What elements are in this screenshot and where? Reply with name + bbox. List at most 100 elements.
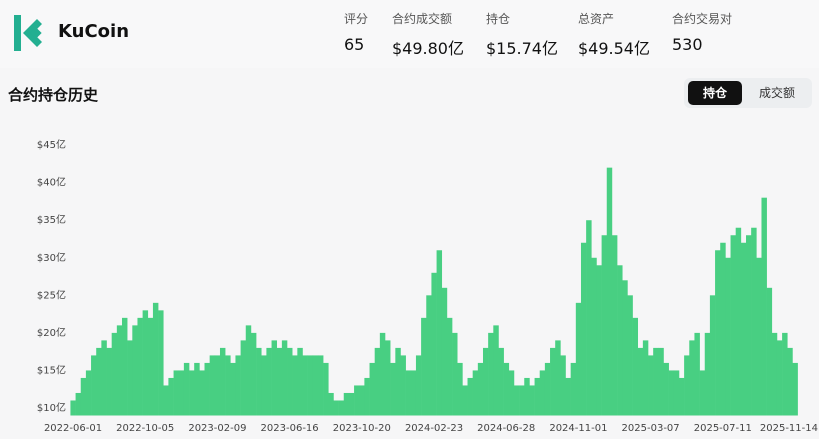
- bar: [225, 355, 231, 416]
- bar: [498, 347, 504, 416]
- bar: [529, 385, 535, 416]
- bar: [405, 370, 412, 416]
- bar: [240, 340, 247, 416]
- bar: [235, 355, 241, 416]
- bar: [132, 325, 138, 416]
- x-tick-label: 2023-06-16: [261, 423, 319, 434]
- bar: [746, 235, 752, 416]
- bar: [415, 355, 422, 416]
- stat-label: 持仓: [486, 12, 511, 26]
- bar: [121, 317, 128, 416]
- bar: [183, 362, 190, 416]
- bar: [601, 235, 608, 416]
- bar: [653, 347, 659, 416]
- stat-label: 合约交易对: [672, 12, 733, 26]
- bar: [250, 332, 257, 416]
- bar: [359, 385, 365, 416]
- stat-value: $49.54亿: [578, 39, 650, 58]
- bar: [575, 302, 582, 416]
- bar: [730, 235, 736, 416]
- bar: [287, 347, 293, 416]
- bar: [390, 362, 396, 416]
- x-tick-label: 2023-10-20: [333, 423, 391, 434]
- bar: [385, 340, 391, 416]
- y-tick-label: $25亿: [37, 288, 66, 301]
- bar: [307, 355, 314, 416]
- stat-value: $15.74亿: [486, 39, 558, 58]
- bar: [91, 355, 97, 416]
- bar: [715, 250, 721, 416]
- bar: [292, 355, 298, 416]
- bar: [189, 370, 195, 416]
- bar: [348, 392, 355, 416]
- x-tick-label: 2022-10-05: [116, 423, 174, 434]
- x-tick-label: 2025-11-14: [760, 423, 818, 434]
- x-tick-label: 2023-02-09: [188, 423, 246, 434]
- bar: [534, 377, 541, 416]
- bar: [137, 317, 143, 416]
- stat: 总资产 $49.54亿: [578, 10, 650, 59]
- bar: [142, 310, 149, 416]
- bar: [219, 347, 226, 416]
- bar: [152, 302, 159, 416]
- bar: [111, 332, 118, 416]
- bar: [452, 332, 458, 416]
- bar: [261, 355, 267, 416]
- bar: [555, 340, 561, 416]
- bar: [472, 370, 479, 416]
- stat-label: 合约成交额: [392, 12, 453, 26]
- bar: [276, 347, 283, 416]
- bar: [766, 287, 773, 416]
- bar: [488, 332, 494, 416]
- bar: [668, 370, 675, 416]
- bar: [756, 257, 762, 416]
- bar: [508, 370, 515, 416]
- bar: [312, 355, 319, 416]
- bar: [302, 355, 308, 416]
- bar: [663, 362, 669, 416]
- bar: [271, 340, 278, 416]
- section-title: 合约持仓历史: [8, 86, 99, 104]
- stat-value: 65: [344, 35, 365, 54]
- y-tick-label: $15亿: [37, 363, 66, 376]
- bar: [648, 355, 654, 416]
- bar: [709, 295, 716, 416]
- bar: [596, 265, 602, 416]
- toggle-button[interactable]: 持仓: [688, 81, 742, 105]
- bar: [168, 377, 174, 416]
- bar: [524, 377, 530, 416]
- header: KuCoin 评分 65 合约成交额 $49.80亿 持仓 $15.74亿 总资产 $49.5…: [0, 0, 819, 68]
- bar: [591, 257, 597, 416]
- bar: [158, 310, 164, 416]
- stat: 合约交易对 530: [672, 10, 732, 54]
- bar: [720, 242, 726, 416]
- bar: [323, 362, 329, 416]
- x-tick-label: 2025-03-07: [622, 423, 680, 434]
- logo: [14, 15, 42, 51]
- bar: [519, 385, 525, 416]
- toggle: 持仓 成交额: [684, 78, 812, 108]
- bar: [441, 287, 448, 416]
- bar: [503, 362, 510, 416]
- bar: [446, 317, 453, 416]
- bar: [689, 340, 695, 416]
- bar: [364, 377, 370, 416]
- bar: [354, 385, 360, 416]
- bar: [194, 362, 200, 416]
- y-tick-label: $35亿: [37, 213, 66, 226]
- bar: [782, 332, 788, 416]
- bar: [606, 167, 613, 416]
- bar: [482, 347, 489, 416]
- bar: [369, 362, 375, 416]
- stat: 持仓 $15.74亿: [486, 10, 558, 59]
- bar: [106, 347, 112, 416]
- bar: [343, 392, 350, 416]
- bar: [400, 355, 406, 416]
- bar: [333, 400, 339, 416]
- y-tick-label: $30亿: [37, 251, 66, 264]
- x-tick-label: 2022-06-01: [44, 423, 102, 434]
- toggle-button[interactable]: 成交额: [758, 86, 795, 100]
- bar: [565, 377, 571, 416]
